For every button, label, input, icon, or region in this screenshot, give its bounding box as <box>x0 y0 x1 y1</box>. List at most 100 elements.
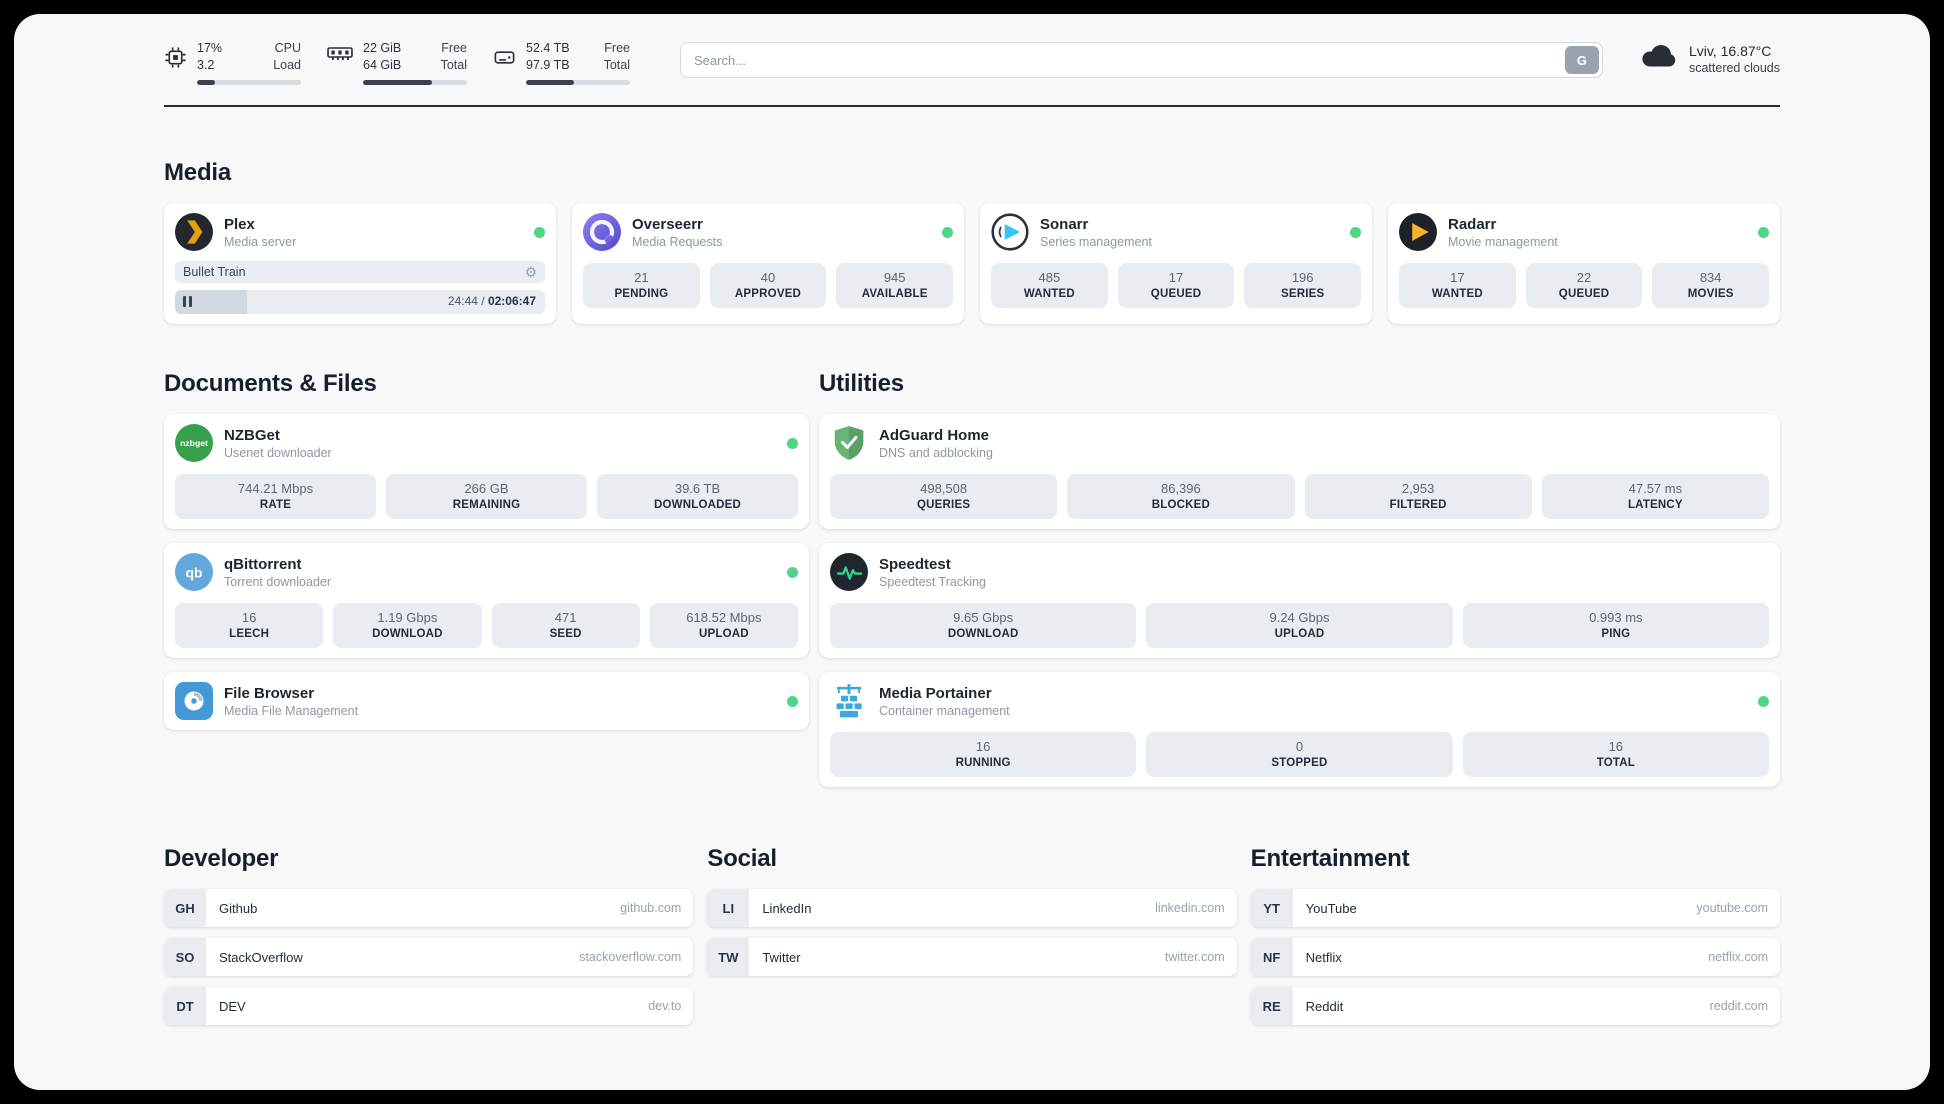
stat-box: 2,953 FILTERED <box>1304 474 1532 519</box>
app-card-filebrowser[interactable]: File Browser Media File Management <box>164 672 809 730</box>
bookmark-group-entertainment: Entertainment YT YouTube youtube.com NF … <box>1250 845 1780 1025</box>
utilities-section: Utilities AdGuard Home DNS and adblockin… <box>819 370 1780 787</box>
bookmark-dev[interactable]: DT DEV dev.to <box>164 987 694 1025</box>
gear-icon[interactable]: ⚙ <box>524 264 537 280</box>
bookmark-url: linkedin.com <box>1155 901 1225 915</box>
stat-box: 21 PENDING <box>583 263 700 308</box>
speedtest-pulse-icon <box>830 553 868 591</box>
stat-label: FILTERED <box>1389 499 1447 511</box>
developer-section-title: Developer <box>164 845 279 872</box>
app-card-nzbget[interactable]: nzbget NZBGet Usenet downloader 744.21 M… <box>164 414 809 529</box>
bookmark-url: reddit.com <box>1709 999 1768 1013</box>
stat-label: DOWNLOAD <box>947 628 1019 640</box>
stat-label: WANTED <box>1023 288 1075 300</box>
stat-value: 945 <box>883 270 906 285</box>
pause-icon[interactable] <box>183 296 192 307</box>
bookmark-youtube[interactable]: YT YouTube youtube.com <box>1250 889 1780 927</box>
bookmark-name: Twitter <box>762 949 801 965</box>
stat-box: 498,508 QUERIES <box>830 474 1058 519</box>
sonarr-icon <box>991 213 1029 251</box>
cpu-chip-icon <box>164 40 187 85</box>
ram-memory-icon <box>327 40 353 85</box>
stat-label: DOWNLOAD <box>372 628 443 640</box>
app-name: AdGuard Home <box>879 426 990 444</box>
bookmark-github[interactable]: GH Github github.com <box>164 889 694 927</box>
disk-stat: 52.4 TB 97.9 TB Free Total <box>493 40 630 85</box>
player-progress-fill <box>175 290 248 314</box>
app-subtitle: Usenet downloader <box>224 445 332 460</box>
stat-box: 0 STOPPED <box>1146 732 1453 777</box>
ram-stat: 22 GiB 64 GiB Free Total <box>327 40 467 85</box>
weather-widget: Lviv, 16.87°C scattered clouds <box>1639 40 1780 77</box>
header-divider <box>164 105 1780 107</box>
app-name: Radarr <box>1448 215 1497 233</box>
status-online-dot <box>787 566 798 578</box>
stat-box: 1.19 Gbps DOWNLOAD <box>333 603 482 648</box>
app-name: Overseerr <box>632 215 703 233</box>
qbittorrent-icon: qb <box>175 553 213 591</box>
app-card-speedtest[interactable]: Speedtest Speedtest Tracking 9.65 Gbps D… <box>819 543 1780 658</box>
status-online-dot <box>534 226 545 238</box>
stat-box: 17 QUEUED <box>1117 263 1235 308</box>
app-card-plex[interactable]: Plex Media server Bullet Train ⚙ 24:44 /… <box>164 203 556 324</box>
app-card-sonarr[interactable]: Sonarr Series management 485 WANTED 17 Q… <box>980 203 1372 324</box>
filebrowser-icon <box>175 682 213 720</box>
stat-box: 485 WANTED <box>991 263 1108 308</box>
cloud-icon <box>1639 42 1679 74</box>
stat-box: 17 WANTED <box>1399 263 1516 308</box>
app-name: Speedtest <box>879 555 951 573</box>
bookmark-name: Netflix <box>1305 949 1342 965</box>
bookmark-reddit[interactable]: RE Reddit reddit.com <box>1250 987 1780 1025</box>
stat-value: 17 <box>1450 270 1465 285</box>
cpu-load-label: Load <box>273 58 301 72</box>
app-name: File Browser <box>224 684 315 702</box>
weather-location: Lviv, 16.87°C <box>1688 43 1772 59</box>
status-online-dot <box>1758 695 1769 707</box>
stat-box: 9.65 Gbps DOWNLOAD <box>830 603 1137 648</box>
search-input[interactable] <box>684 52 1565 68</box>
app-subtitle: Media File Management <box>224 703 359 718</box>
overseerr-icon <box>583 213 621 251</box>
bookmark-twitter[interactable]: TW Twitter twitter.com <box>707 938 1237 976</box>
bookmark-badge: DT <box>164 987 206 1025</box>
stat-value: 618.52 Mbps <box>686 610 762 625</box>
bookmark-group-social: Social LI LinkedIn linkedin.com TW Twitt… <box>707 845 1237 1025</box>
disk-total-value: 97.9 TB <box>526 58 570 72</box>
bookmark-stackoverflow[interactable]: SO StackOverflow stackoverflow.com <box>164 938 694 976</box>
app-subtitle: Series management <box>1040 234 1152 249</box>
bookmark-netflix[interactable]: NF Netflix netflix.com <box>1250 938 1780 976</box>
app-card-adguard[interactable]: AdGuard Home DNS and adblocking 498,508 … <box>819 414 1780 529</box>
stat-label: MOVIES <box>1687 288 1734 300</box>
stat-box: 47.57 ms LATENCY <box>1541 474 1769 519</box>
bookmark-url: netflix.com <box>1708 950 1768 964</box>
status-online-dot <box>1350 226 1361 238</box>
stat-label: PENDING <box>614 288 669 300</box>
ram-total-value: 64 GiB <box>363 58 402 72</box>
app-card-overseerr[interactable]: Overseerr Media Requests 21 PENDING 40 A… <box>572 203 964 324</box>
stat-label: APPROVED <box>734 288 802 300</box>
app-card-portainer[interactable]: Media Portainer Container management 16 … <box>819 672 1780 787</box>
app-name: qBittorrent <box>224 555 302 573</box>
bookmark-badge: RE <box>1250 987 1293 1025</box>
disk-free-value: 52.4 TB <box>526 41 570 55</box>
stat-value: 0 <box>1295 739 1304 754</box>
bookmark-badge: GH <box>164 889 206 927</box>
stat-box: 266 GB REMAINING <box>386 474 587 519</box>
ram-progress-bar <box>363 80 467 85</box>
weather-condition: scattered clouds <box>1688 61 1780 75</box>
app-card-radarr[interactable]: Radarr Movie management 17 WANTED 22 QUE… <box>1388 203 1780 324</box>
stat-label: SEED <box>549 628 582 640</box>
stat-value: 22 <box>1576 270 1592 285</box>
search-engine-button[interactable]: G <box>1564 46 1599 74</box>
bookmark-linkedin[interactable]: LI LinkedIn linkedin.com <box>707 889 1237 927</box>
time-current: 24:44 <box>447 294 478 308</box>
ram-total-label: Total <box>440 58 467 72</box>
bookmark-name: Github <box>219 900 258 916</box>
app-name: Plex <box>224 215 255 233</box>
bookmark-group-developer: Developer GH Github github.com SO StackO… <box>164 845 694 1025</box>
stat-box: 16 RUNNING <box>830 732 1137 777</box>
stat-value: 16 <box>1608 739 1624 754</box>
svg-text:nzbget: nzbget <box>180 438 208 448</box>
app-card-qbittorrent[interactable]: qb qBittorrent Torrent downloader 16 <box>164 543 809 658</box>
stat-value: 196 <box>1291 270 1314 285</box>
